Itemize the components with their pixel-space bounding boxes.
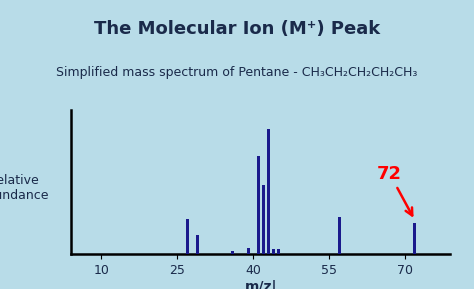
Bar bbox=[262, 185, 265, 254]
Bar bbox=[231, 251, 235, 254]
Bar bbox=[277, 249, 280, 254]
Text: The Molecular Ion (M⁺) Peak: The Molecular Ion (M⁺) Peak bbox=[94, 20, 380, 38]
Bar bbox=[272, 249, 275, 254]
Bar bbox=[267, 129, 270, 254]
Text: Simplified mass spectrum of Pentane - CH₃CH₂CH₂CH₂CH₃: Simplified mass spectrum of Pentane - CH… bbox=[56, 66, 418, 79]
X-axis label: m/z|: m/z| bbox=[245, 280, 277, 289]
Text: Relative
Abundance: Relative Abundance bbox=[0, 174, 49, 202]
Bar bbox=[413, 223, 417, 254]
Bar bbox=[337, 217, 341, 254]
Bar bbox=[196, 236, 199, 254]
Bar bbox=[246, 248, 250, 254]
Bar bbox=[256, 156, 260, 254]
Text: 72: 72 bbox=[377, 165, 412, 216]
Bar bbox=[186, 219, 189, 254]
